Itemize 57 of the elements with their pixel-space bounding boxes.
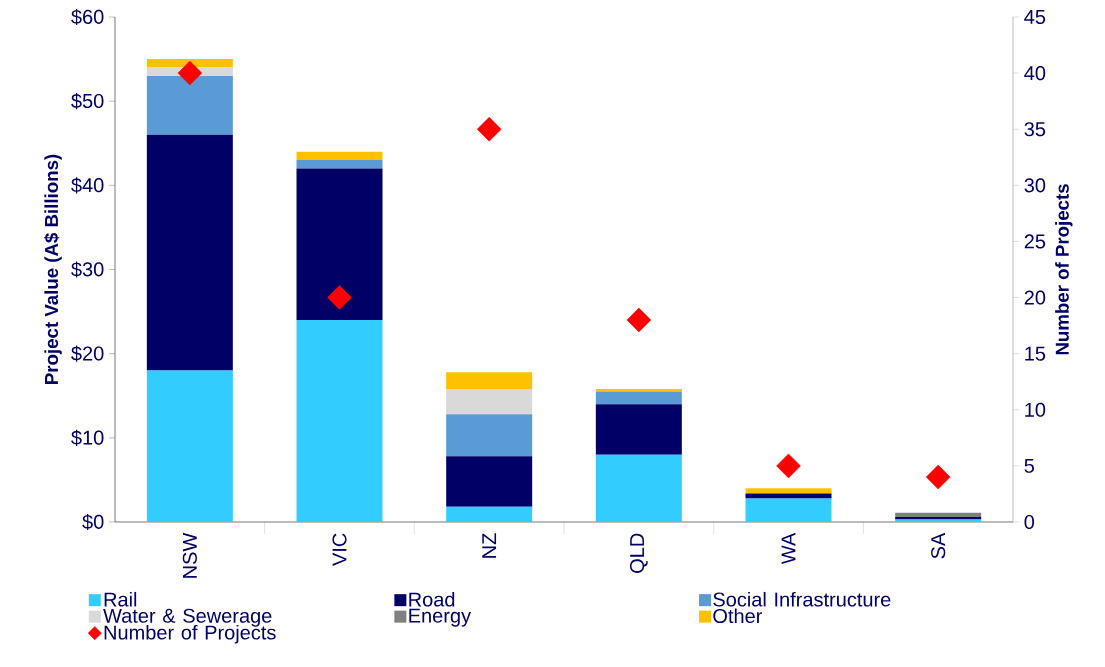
point: [476, 116, 502, 142]
y-tick-label: $20: [71, 345, 104, 362]
x-tick-label: WA: [781, 532, 796, 565]
bar: [296, 320, 383, 522]
y-tick-label: $40: [71, 177, 104, 194]
y2-tick-label: 20: [1024, 290, 1046, 305]
x-tick-label: SA: [931, 532, 946, 559]
x-tick-label: NSW: [182, 532, 197, 578]
y-tick-label: $0: [82, 513, 104, 531]
bar: [446, 389, 533, 415]
bar: [446, 506, 533, 522]
y2-tick-label: 40: [1024, 66, 1046, 81]
bar: [146, 134, 233, 371]
bar: [745, 488, 832, 494]
bar: [595, 404, 682, 455]
y2-tick-label: 5: [1024, 458, 1035, 473]
legend-label: Energy: [409, 608, 472, 627]
point: [177, 60, 203, 86]
y-axis-title: Project Value (A$ Billions): [44, 154, 62, 384]
bar: [146, 75, 233, 135]
y2-tick-label: 25: [1024, 234, 1046, 249]
bar: [146, 370, 233, 522]
y-tick-label: $30: [71, 261, 104, 278]
y2-tick-label: 35: [1024, 122, 1046, 137]
y2-tick-label: 10: [1025, 402, 1046, 417]
legend-label: Rail: [104, 591, 137, 607]
point: [327, 285, 352, 310]
legend-label: Other: [713, 608, 763, 624]
bar: [446, 372, 533, 390]
bar: [296, 160, 383, 169]
legend-label: Social Infrastructure: [713, 591, 891, 607]
x-tick-label: NZ: [482, 533, 497, 558]
x-tick-label: QLD: [629, 533, 648, 573]
y2-tick-label: 45: [1024, 10, 1046, 24]
y-tick-label: $60: [71, 8, 104, 26]
bar: [595, 454, 682, 522]
bar: [895, 512, 982, 517]
y-tick-label: $50: [71, 93, 104, 110]
point: [925, 464, 951, 490]
bar: [745, 493, 832, 499]
bar: [745, 498, 832, 522]
bar: [446, 456, 533, 507]
y-tick-label: $10: [71, 429, 104, 446]
y2-tick-label: 15: [1025, 346, 1046, 361]
bar: [595, 391, 682, 405]
bar: [446, 414, 533, 457]
x-tick-label: VIC: [332, 533, 347, 566]
point: [626, 307, 652, 333]
y2-tick-label: 0: [1024, 514, 1035, 530]
y2-tick-label: 30: [1024, 178, 1046, 193]
legend-label: Road: [409, 591, 455, 607]
bar: [296, 168, 383, 320]
point: [776, 453, 801, 479]
bar: [296, 151, 383, 161]
y2-axis-title: Number of Projects: [1055, 184, 1073, 355]
legend-label: Number of Projects: [104, 624, 276, 644]
bar: [595, 389, 682, 392]
